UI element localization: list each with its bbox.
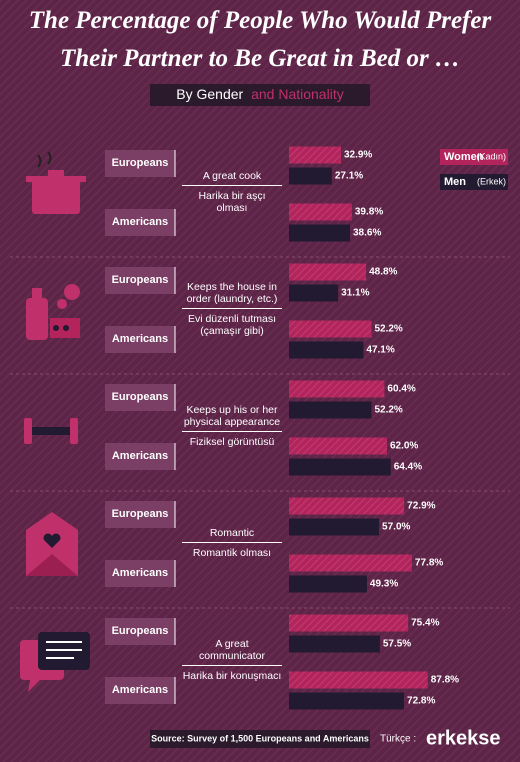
value-label: 57.0%	[382, 522, 410, 533]
value-label: 72.8%	[407, 696, 435, 707]
trait-label: A great cook Harika bir aşçı olması	[182, 170, 282, 214]
row-label: Europeans	[112, 274, 169, 286]
value-label: 52.2%	[374, 405, 402, 416]
bar-texture	[289, 437, 387, 455]
trait-label-en: Keeps the house in order (laundry, etc.)	[182, 281, 282, 309]
bar	[289, 458, 391, 476]
row-label-box	[105, 560, 175, 587]
value-label: 38.6%	[353, 228, 381, 239]
bar-texture	[289, 203, 352, 221]
trait-label-en: A great communicator	[182, 638, 282, 666]
row-label: Americans	[112, 216, 168, 228]
trait-label: Keeps the house in order (laundry, etc.)…	[182, 281, 282, 337]
bar-texture	[289, 320, 372, 338]
row-label-box	[105, 443, 175, 470]
envelope-icon	[26, 512, 78, 576]
bar	[289, 518, 380, 536]
legend-label-tr: (Kadın)	[476, 151, 506, 161]
chat-icon	[20, 632, 90, 692]
bar-texture	[289, 497, 405, 515]
value-label: 62.0%	[390, 441, 418, 452]
value-label: 75.4%	[411, 618, 439, 629]
value-label: 87.8%	[431, 675, 459, 686]
bar-texture	[289, 671, 428, 689]
subtitle-rest: and Nationality	[251, 86, 344, 102]
row-label: Americans	[112, 450, 168, 462]
bar	[289, 341, 364, 359]
bar	[289, 635, 380, 653]
pot-icon	[26, 151, 86, 214]
source: Source: Survey of 1,500 Europeans and Am…	[151, 733, 369, 743]
trait-label: Keeps up his or her physical appearance F…	[182, 404, 282, 448]
row-label: Americans	[112, 567, 168, 579]
trait-label-tr: Fiziksel görüntüsü	[189, 436, 275, 448]
bar	[289, 692, 405, 710]
bar	[289, 575, 367, 593]
legend-swatch	[440, 149, 508, 165]
dumbbell-icon	[24, 418, 78, 444]
row-label: Europeans	[112, 625, 169, 637]
legend-label: Men	[444, 176, 466, 188]
value-label: 47.1%	[366, 345, 394, 356]
value-label: 32.9%	[344, 150, 372, 161]
row-label-box	[105, 618, 175, 645]
row-label-box	[105, 267, 175, 294]
trait-label-en: Keeps up his or her physical appearance	[182, 404, 282, 432]
bar	[289, 224, 350, 242]
row-label-box	[105, 150, 175, 177]
bar	[289, 167, 332, 185]
subtitle-banner	[150, 84, 370, 106]
chart-title: The Percentage of People Who Would Prefe…	[28, 7, 492, 72]
value-label: 39.8%	[355, 207, 383, 218]
value-label: 49.3%	[370, 579, 398, 590]
trait-label-tr: Harika bir konuşmacı	[182, 670, 282, 682]
value-label: 52.2%	[374, 324, 402, 335]
legend-label-tr: (Erkek)	[477, 176, 506, 186]
legend-label: Women	[444, 151, 484, 163]
row-label: Europeans	[112, 391, 169, 403]
trait-label-tr: Evi düzenli tutması (çamaşır gibi)	[187, 313, 277, 337]
value-label: 77.8%	[415, 558, 443, 569]
trait-label-en: Romantic	[182, 527, 282, 543]
value-label: 31.1%	[341, 288, 369, 299]
icons	[20, 151, 90, 692]
row-label: Americans	[112, 684, 168, 696]
row-label: Europeans	[112, 157, 169, 169]
row-label-box	[105, 384, 175, 411]
bar-texture	[289, 263, 367, 281]
subtitle: By Gender and Nationality	[176, 86, 343, 102]
row-label: Europeans	[112, 508, 169, 520]
value-label: 27.1%	[335, 171, 363, 182]
bar	[289, 401, 372, 419]
trait-label: A great communicator Harika bir konuşmacı	[182, 638, 282, 682]
source-box	[150, 730, 370, 748]
legend-swatch	[440, 174, 508, 190]
value-label: 72.9%	[407, 501, 435, 512]
row-label-box	[105, 209, 175, 236]
trait-label-tr: Romantik olması	[192, 547, 272, 559]
row-label-box	[105, 677, 175, 704]
trait-label-tr: Harika bir aşçı olması	[198, 190, 266, 214]
value-label: 64.4%	[394, 462, 422, 473]
value-label: 48.8%	[369, 267, 397, 278]
footer-label: Türkçe :	[380, 734, 416, 745]
subtitle-lead: By Gender	[176, 86, 243, 102]
bar-texture	[289, 380, 385, 398]
value-label: 57.5%	[383, 639, 411, 650]
value-label: 60.4%	[387, 384, 415, 395]
bar-texture	[289, 554, 412, 572]
row-label-box	[105, 326, 175, 353]
bottles-icon	[26, 284, 80, 340]
row-label: Americans	[112, 333, 168, 345]
row-label-box	[105, 501, 175, 528]
footer-brand: erkekse	[426, 727, 501, 749]
bar-texture	[289, 146, 341, 164]
bar	[289, 284, 339, 302]
trait-label: Romantic Romantik olması	[182, 527, 282, 559]
trait-label-en: A great cook	[182, 170, 282, 186]
bar-texture	[289, 614, 409, 632]
